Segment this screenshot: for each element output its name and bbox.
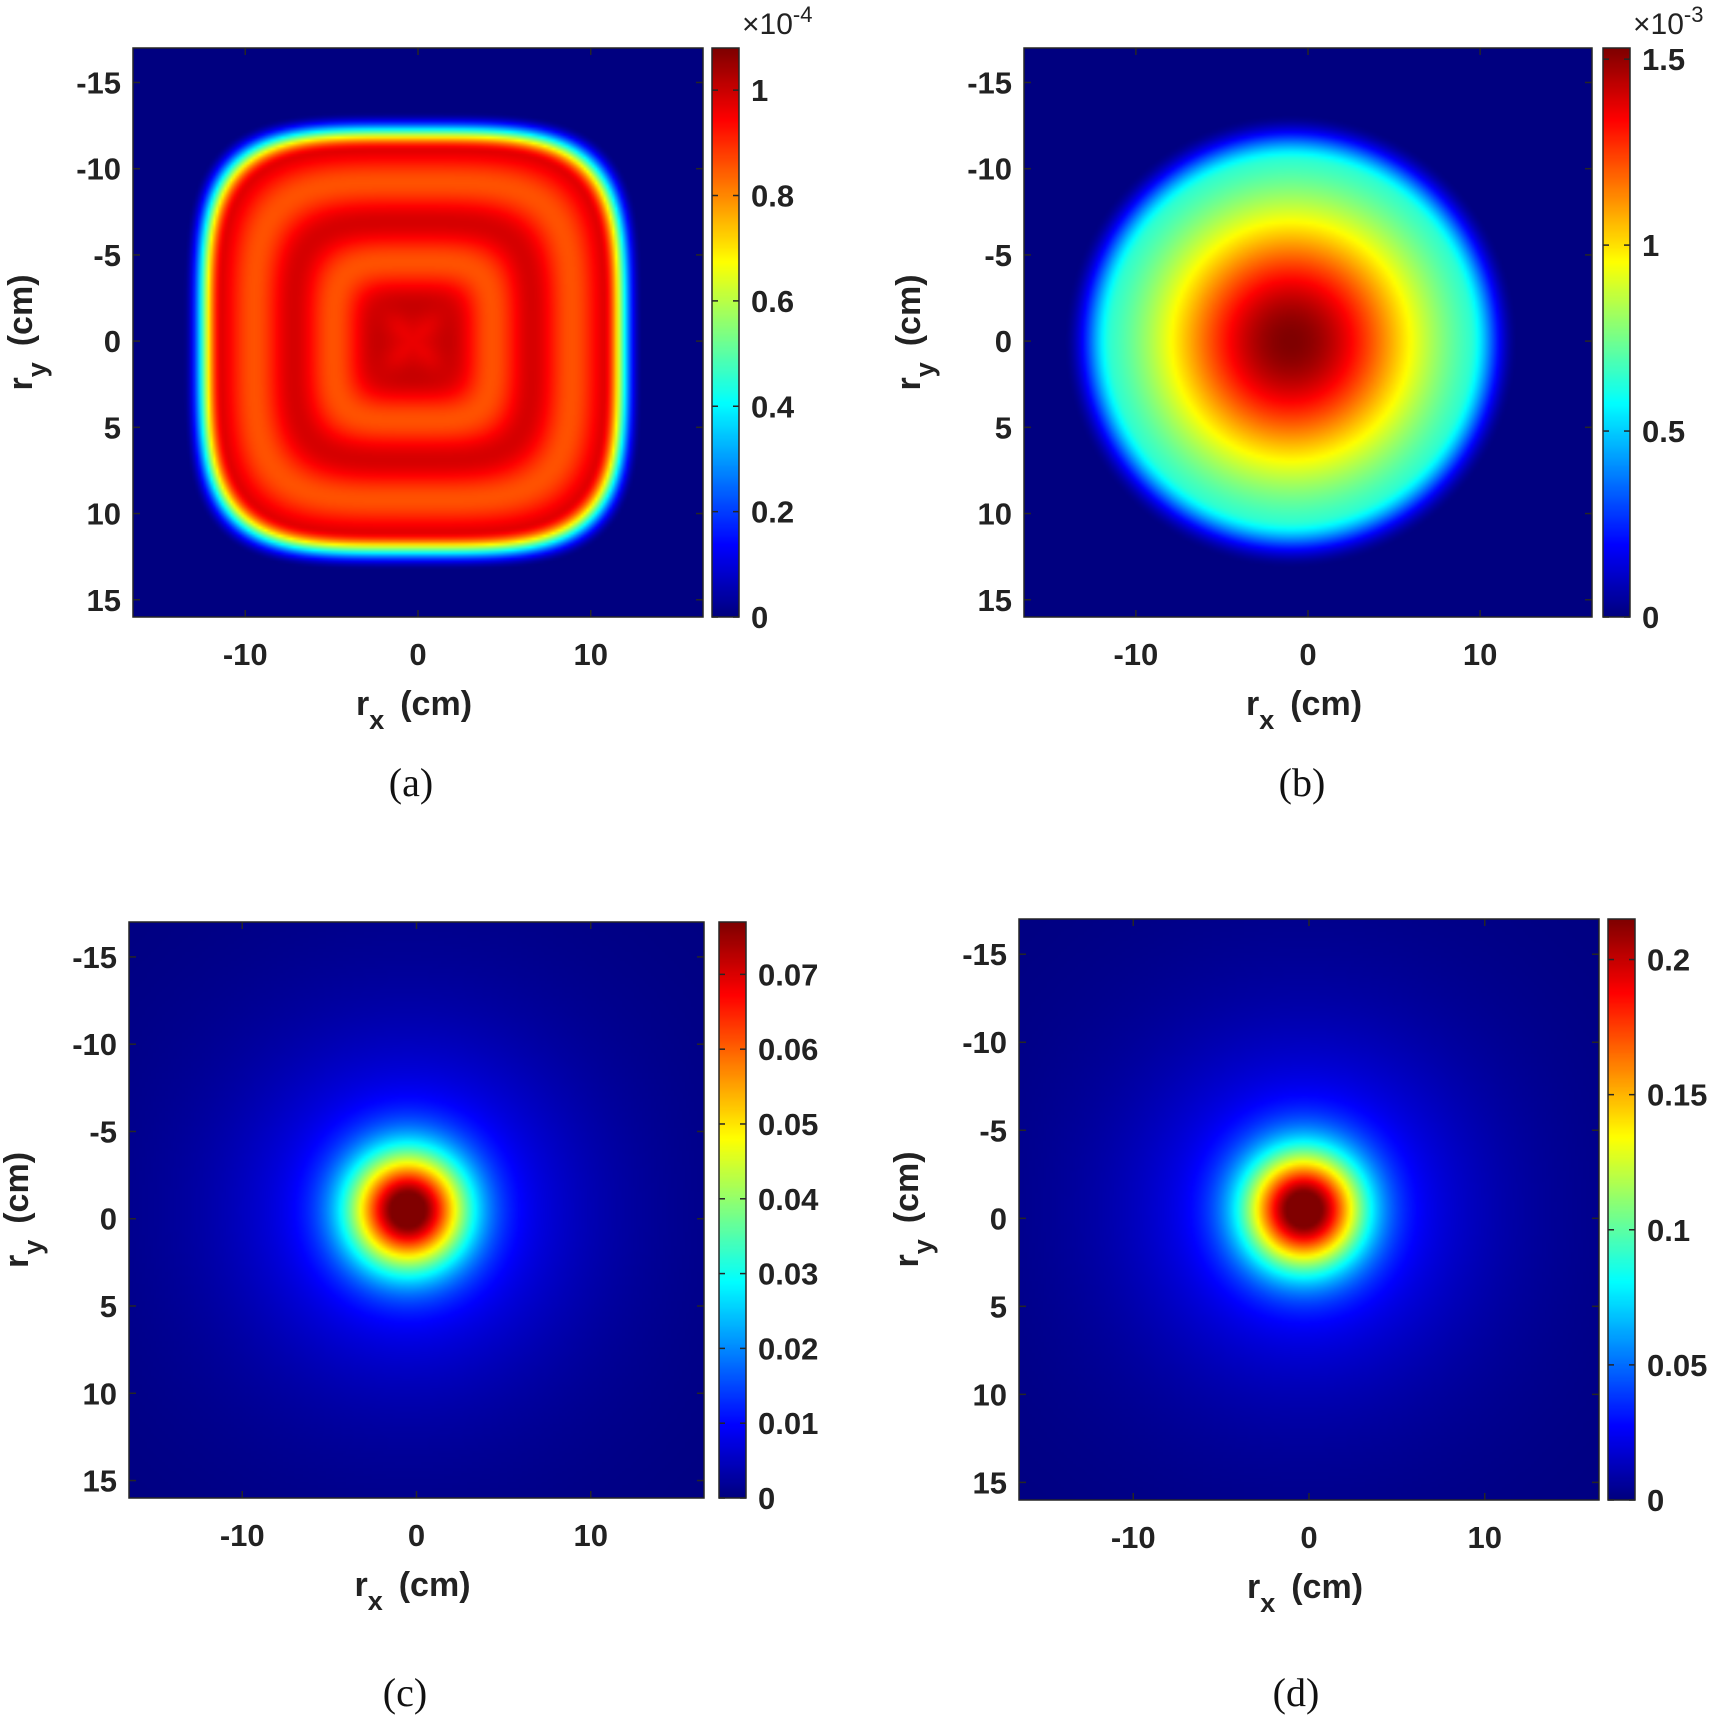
colorbar — [1608, 919, 1635, 1500]
y-tick-label: -15 — [967, 65, 1012, 100]
x-axis-label: rx (cm) — [354, 1566, 470, 1616]
y-tick-label: 15 — [978, 583, 1012, 618]
y-tick-label: -15 — [962, 937, 1007, 972]
colorbar-tick-label: 0.6 — [751, 284, 794, 319]
x-tick-label: 0 — [1300, 1520, 1317, 1555]
colorbar-tick-label: 0 — [758, 1481, 775, 1516]
y-axis-label: ry(cm) — [888, 1151, 938, 1267]
x-tick-label: 10 — [1468, 1520, 1502, 1555]
heatmap-image — [1019, 919, 1599, 1500]
colorbar-tick-label: 1.5 — [1642, 42, 1685, 77]
colorbar-tick-label: 1 — [1642, 228, 1659, 263]
x-tick-label: 10 — [1463, 637, 1497, 672]
colorbar-tick-label: 0.07 — [758, 957, 818, 992]
colorbar-tick-label: 0 — [751, 600, 768, 635]
x-tick-label: 0 — [409, 637, 426, 672]
colorbar-tick-label: 0.05 — [1647, 1348, 1707, 1383]
panel-caption: (c) — [383, 1670, 427, 1715]
colorbar-tick-label: 0 — [1647, 1483, 1664, 1518]
y-tick-label: 5 — [104, 410, 121, 445]
colorbar-exponent: ×10-3 — [1633, 2, 1703, 41]
y-tick-label: 15 — [87, 583, 121, 618]
x-tick-label: -10 — [1111, 1520, 1156, 1555]
y-tick-label: -10 — [967, 152, 1012, 187]
y-tick-label: 15 — [973, 1465, 1007, 1500]
colorbar-tick-label: 0.01 — [758, 1406, 818, 1441]
y-tick-label: 10 — [978, 497, 1012, 532]
colorbar-frame — [1602, 47, 1631, 618]
colorbar-frame — [1607, 918, 1636, 1501]
heatmap-image — [133, 48, 703, 617]
panel-d: -10 0 10 -15 -10 -5 0 5 10 15 rx (cm) ry(cm) 0 0.05 0.1… — [888, 918, 1707, 1715]
y-tick-label: -5 — [984, 238, 1012, 273]
y-tick-label: -5 — [89, 1114, 117, 1149]
x-tick-label: 0 — [1299, 637, 1316, 672]
y-tick-label: 0 — [100, 1202, 117, 1237]
x-tick-label: 10 — [574, 1518, 608, 1553]
x-tick-label: 10 — [573, 637, 607, 672]
y-axis-label: ry(cm) — [890, 274, 940, 390]
colorbar-tick-label: 0.04 — [758, 1182, 819, 1217]
colorbar-tick-label: 0.02 — [758, 1331, 818, 1366]
x-tick-label: -10 — [220, 1518, 265, 1553]
y-tick-label: -10 — [962, 1025, 1007, 1060]
x-axis-label: rx (cm) — [1247, 1568, 1363, 1618]
y-tick-label: 0 — [990, 1201, 1007, 1236]
panel-caption: (a) — [389, 760, 433, 805]
y-tick-label: 10 — [83, 1376, 117, 1411]
y-tick-label: 0 — [995, 324, 1012, 359]
panel-b: -10 0 10 -15 -10 -5 0 5 10 15 rx (cm) ry(cm) 0 0.5 1 1.5… — [890, 2, 1703, 805]
x-tick-label: -10 — [223, 637, 268, 672]
y-tick-label: 5 — [995, 410, 1012, 445]
colorbar-tick-label: 0.5 — [1642, 414, 1685, 449]
colorbar-tick-label: 0.06 — [758, 1032, 818, 1067]
y-axis-label: ry(cm) — [2, 274, 52, 390]
y-tick-label: -15 — [76, 65, 121, 100]
panel-a: -10 0 10 -15 -10 -5 0 5 10 15 rx (cm) ry(cm) 0 0.2 0.4 0… — [2, 2, 812, 805]
colorbar-tick-label: 0.1 — [1647, 1213, 1690, 1248]
colorbar-tick-label: 0.05 — [758, 1107, 818, 1142]
x-axis-label: rx (cm) — [1246, 685, 1362, 735]
colorbar-tick-label: 1 — [751, 73, 768, 108]
y-tick-label: -10 — [72, 1027, 117, 1062]
y-tick-label: -10 — [76, 152, 121, 187]
colorbar — [712, 48, 739, 617]
y-tick-label: -5 — [93, 238, 121, 273]
colorbar-frame — [718, 921, 747, 1499]
y-tick-label: 5 — [990, 1289, 1007, 1324]
colorbar-tick-label: 0.8 — [751, 179, 794, 214]
panel-caption: (d) — [1273, 1670, 1320, 1715]
x-tick-label: 0 — [408, 1518, 425, 1553]
colorbar-tick-label: 0 — [1642, 600, 1659, 635]
heatmap-image — [1024, 48, 1592, 617]
colorbar-tick-label: 0.03 — [758, 1257, 818, 1292]
y-axis-label: ry(cm) — [0, 1152, 48, 1268]
heatmap-image — [129, 922, 704, 1498]
x-axis-label: rx (cm) — [356, 685, 472, 735]
colorbar-tick-label: 0.4 — [751, 389, 795, 424]
panel-caption: (b) — [1279, 760, 1326, 805]
colorbar-tick-label: 0.2 — [1647, 943, 1690, 978]
colorbar-tick-label: 0.2 — [751, 495, 794, 530]
colorbar-tick-label: 0.15 — [1647, 1078, 1707, 1113]
y-tick-label: -15 — [72, 940, 117, 975]
colorbar-exponent: ×10-4 — [742, 2, 812, 41]
colorbar — [1603, 48, 1630, 617]
colorbar-frame — [711, 47, 740, 618]
y-tick-label: 15 — [83, 1464, 117, 1499]
panel-c: -10 0 10 -15 -10 -5 0 5 10 15 rx (cm) ry(cm) 0 0.01 0.0… — [0, 921, 819, 1715]
x-tick-label: -10 — [1113, 637, 1158, 672]
y-tick-label: 0 — [104, 324, 121, 359]
y-tick-label: 10 — [973, 1377, 1007, 1412]
y-tick-label: 5 — [100, 1289, 117, 1324]
y-tick-label: -5 — [979, 1113, 1007, 1148]
colorbar — [719, 922, 746, 1498]
y-tick-label: 10 — [87, 497, 121, 532]
